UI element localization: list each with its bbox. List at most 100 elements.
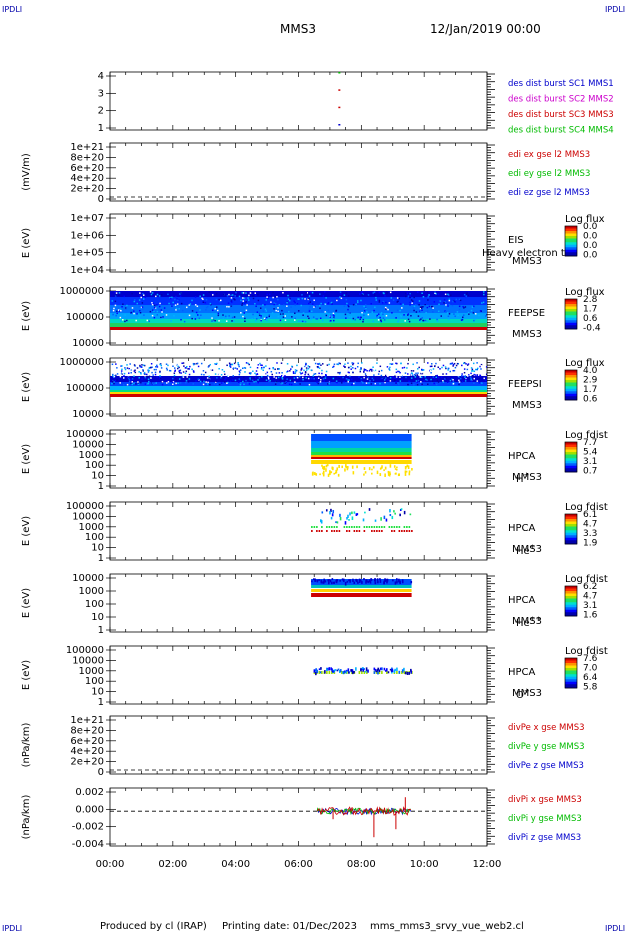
spectrogram-pixel xyxy=(276,362,278,364)
spectrogram-pixel xyxy=(313,526,316,528)
spectrogram-pixel xyxy=(327,309,330,312)
spectrogram-pixel xyxy=(178,378,181,380)
spectrogram-pixel xyxy=(399,371,401,374)
spectrogram-pixel xyxy=(351,526,353,528)
spectrogram-pixel xyxy=(295,369,298,372)
spectrogram-pixel xyxy=(257,293,259,296)
spectrogram-pixel xyxy=(350,316,353,318)
colorbar-cell xyxy=(565,443,577,445)
spectrogram-pixel xyxy=(130,369,132,371)
spectrogram-pixel xyxy=(458,305,461,308)
spectrogram-pixel xyxy=(461,364,463,367)
spectrogram-pixel xyxy=(150,377,152,379)
spectrogram-pixel xyxy=(362,318,365,321)
spectrogram-pixel xyxy=(398,670,401,674)
spectrogram-pixel xyxy=(427,362,429,364)
colorbar-cell xyxy=(565,613,577,616)
spectrogram-pixel xyxy=(128,372,130,374)
spectrogram-pixel xyxy=(420,372,422,375)
spectrogram-pixel xyxy=(471,368,474,371)
spectrogram-pixel xyxy=(379,365,382,368)
spectrogram-pixel xyxy=(211,320,213,322)
spectrogram-pixel xyxy=(415,380,418,382)
spectrogram-pixel xyxy=(243,365,246,367)
spectrogram-pixel xyxy=(388,526,391,528)
spectrogram-pixel xyxy=(202,298,204,301)
spectrogram-pixel xyxy=(192,362,195,365)
colorbar-cell xyxy=(565,305,577,307)
spectrogram-pixel xyxy=(321,372,323,375)
spectrogram-pixel xyxy=(332,314,335,316)
spectrogram-pixel xyxy=(411,530,413,532)
spectrogram-pixel xyxy=(384,380,386,383)
spectrogram-pixel xyxy=(166,369,168,371)
spectrogram-pixel xyxy=(441,368,444,371)
spectrogram-pixel xyxy=(258,314,261,317)
spectrogram-pixel xyxy=(476,311,478,313)
colorbar-frame xyxy=(564,513,578,545)
colorbar-cell xyxy=(565,607,577,609)
spacecraft-label: MMS3 xyxy=(512,400,542,411)
spectrogram-pixel xyxy=(398,530,401,532)
spectrogram-pixel xyxy=(341,578,344,581)
spectrogram-pixel xyxy=(411,302,413,304)
spectrogram-pixel xyxy=(320,377,322,379)
colorbar-frame xyxy=(564,441,578,473)
spectrogram-pixel xyxy=(194,296,197,298)
spectrogram-pixel xyxy=(351,669,354,672)
spectrogram-pixel xyxy=(161,383,164,386)
spectrogram-pixel xyxy=(159,377,162,380)
spectrogram-pixel xyxy=(179,295,182,298)
spectrogram-pixel xyxy=(271,312,274,314)
colorbar-tick-label: 4.7 xyxy=(583,520,597,530)
colorbar-cell xyxy=(565,381,577,383)
spectrogram-pixel xyxy=(362,317,364,320)
spectrogram-pixel xyxy=(174,370,176,373)
spectrogram-band xyxy=(311,455,412,457)
spectrogram-pixel xyxy=(454,315,456,318)
spectrogram-pixel xyxy=(144,296,147,298)
spectrogram-pixel xyxy=(413,309,415,312)
spectrogram-pixel xyxy=(376,526,378,528)
spectrogram-pixel xyxy=(324,377,327,379)
spectrogram-pixel xyxy=(378,669,381,672)
spectrogram-pixel xyxy=(246,381,249,384)
spectrogram-pixel xyxy=(345,298,348,301)
spectrogram-pixel xyxy=(122,303,124,305)
colorbar-tick-label: 3.1 xyxy=(583,601,597,611)
spectrogram-pixel xyxy=(441,366,443,369)
spectrogram-pixel xyxy=(336,298,338,301)
spectrogram-pixel xyxy=(350,365,352,368)
colorbar-title: Log flux xyxy=(565,287,605,298)
spectrogram-pixel xyxy=(298,298,300,300)
spectrogram-pixel xyxy=(205,309,207,311)
spectrogram-pixel xyxy=(320,302,322,305)
colorbar-cell xyxy=(565,386,577,388)
spectrogram-pixel xyxy=(404,671,407,675)
spectrogram-band xyxy=(311,589,412,592)
spectrogram-pixel xyxy=(403,671,406,674)
colorbar-cell xyxy=(565,373,577,376)
spectrogram-pixel xyxy=(485,373,487,376)
colorbar-cell xyxy=(565,382,577,385)
spectrogram-pixel xyxy=(357,581,359,584)
spectrogram-pixel xyxy=(244,371,246,373)
spectrogram-pixel xyxy=(297,376,300,379)
spectrogram-pixel xyxy=(169,370,172,372)
spectrogram-pixel xyxy=(155,365,157,368)
spectrogram-pixel xyxy=(231,369,234,371)
spectrogram-pixel xyxy=(296,364,298,367)
colorbar-tick-label: 0.0 xyxy=(583,232,598,242)
spectrogram-pixel xyxy=(356,465,358,469)
spectrogram-pixel xyxy=(397,382,399,384)
spectrogram-pixel xyxy=(406,530,408,532)
spectrogram-pixel xyxy=(123,295,125,298)
spectrogram-pixel xyxy=(322,466,324,470)
colorbar-cell xyxy=(565,467,577,469)
corner-label-bottom-right: IPDLI xyxy=(605,924,626,933)
spectrogram-pixel xyxy=(144,374,146,377)
spectrogram-pixel xyxy=(380,378,382,380)
spectrogram-pixel xyxy=(185,306,188,309)
spectrogram-pixel xyxy=(367,313,370,316)
spectrogram-pixel xyxy=(244,302,246,304)
